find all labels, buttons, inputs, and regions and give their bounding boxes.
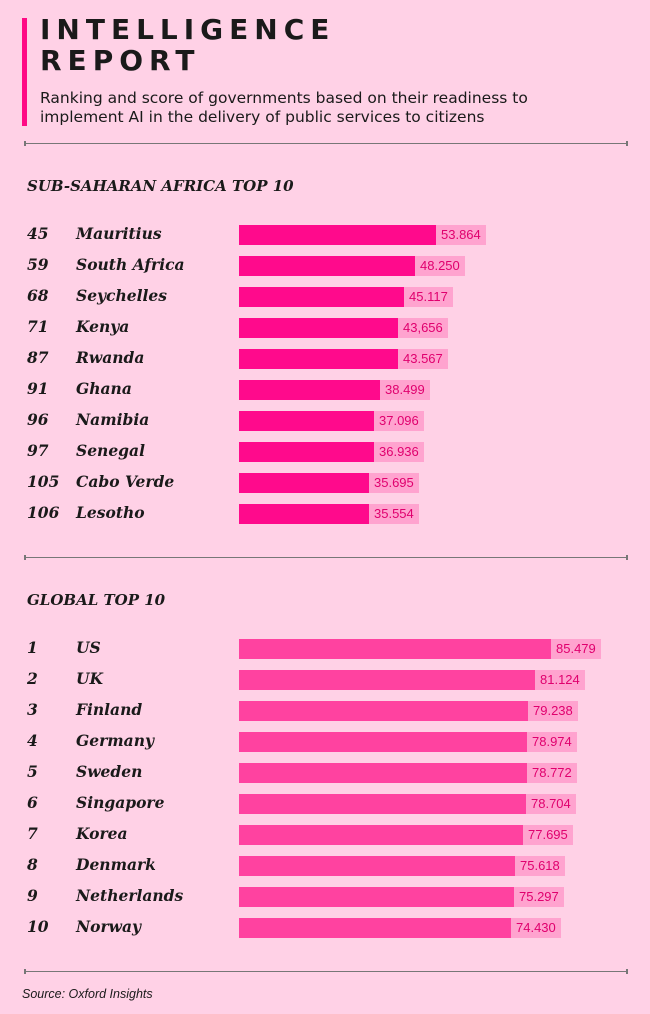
africa-value-label: 36.936 bbox=[374, 442, 424, 462]
global-rank: 9 bbox=[27, 886, 38, 905]
global-rank: 2 bbox=[27, 669, 38, 688]
global-bar bbox=[239, 732, 527, 752]
report-title: INTELLIGENCE REPORT bbox=[40, 13, 336, 77]
africa-country-label: Mauritius bbox=[76, 224, 162, 243]
global-bar bbox=[239, 639, 551, 659]
global-country-label: Singapore bbox=[76, 793, 165, 812]
africa-rank: 91 bbox=[27, 379, 49, 398]
global-bar bbox=[239, 670, 535, 690]
global-rank: 10 bbox=[27, 917, 49, 936]
africa-country-label: Namibia bbox=[76, 410, 150, 429]
global-rank: 6 bbox=[27, 793, 38, 812]
global-country-label: Netherlands bbox=[76, 886, 184, 905]
africa-country-label: Lesotho bbox=[76, 503, 145, 522]
report-subtitle: Ranking and score of governments based o… bbox=[40, 89, 528, 126]
global-bar bbox=[239, 918, 511, 938]
africa-rank: 68 bbox=[27, 286, 49, 305]
africa-bar bbox=[239, 318, 398, 338]
source-note: Source: Oxford Insights bbox=[22, 987, 153, 1001]
global-rank: 8 bbox=[27, 855, 38, 874]
global-rank: 3 bbox=[27, 700, 38, 719]
global-country-label: Sweden bbox=[76, 762, 143, 781]
global-value-label: 75.618 bbox=[515, 856, 565, 876]
africa-value-label: 35.695 bbox=[369, 473, 419, 493]
global-rank: 7 bbox=[27, 824, 38, 843]
global-country-label: Norway bbox=[76, 917, 142, 936]
africa-bar bbox=[239, 225, 436, 245]
global-value-label: 78.704 bbox=[526, 794, 576, 814]
global-rank: 4 bbox=[27, 731, 38, 750]
africa-value-label: 35.554 bbox=[369, 504, 419, 524]
africa-section-title: SUB-SAHARAN AFRICA TOP 10 bbox=[27, 177, 294, 195]
africa-bar bbox=[239, 504, 369, 524]
divider-top bbox=[24, 141, 628, 146]
africa-country-label: South Africa bbox=[76, 255, 185, 274]
africa-country-label: Ghana bbox=[76, 379, 132, 398]
africa-bar bbox=[239, 349, 398, 369]
global-country-label: Korea bbox=[76, 824, 128, 843]
global-country-label: US bbox=[76, 638, 101, 657]
africa-rank: 106 bbox=[27, 503, 60, 522]
africa-rank: 59 bbox=[27, 255, 49, 274]
africa-bar bbox=[239, 473, 369, 493]
global-value-label: 78.974 bbox=[527, 732, 577, 752]
global-value-label: 79.238 bbox=[528, 701, 578, 721]
global-country-label: Germany bbox=[76, 731, 154, 750]
global-bar bbox=[239, 701, 528, 721]
africa-rank: 105 bbox=[27, 472, 60, 491]
global-bar bbox=[239, 825, 523, 845]
global-value-label: 75.297 bbox=[514, 887, 564, 907]
global-bar bbox=[239, 856, 515, 876]
global-value-label: 77.695 bbox=[523, 825, 573, 845]
global-value-label: 78.772 bbox=[527, 763, 577, 783]
accent-bar bbox=[22, 18, 27, 126]
global-country-label: Finland bbox=[76, 700, 143, 719]
global-country-label: Denmark bbox=[76, 855, 156, 874]
africa-country-label: Rwanda bbox=[76, 348, 145, 367]
africa-value-label: 43.567 bbox=[398, 349, 448, 369]
global-rank: 5 bbox=[27, 762, 38, 781]
africa-value-label: 43,656 bbox=[398, 318, 448, 338]
africa-value-label: 37.096 bbox=[374, 411, 424, 431]
africa-country-label: Kenya bbox=[76, 317, 130, 336]
global-rank: 1 bbox=[27, 638, 38, 657]
global-bar bbox=[239, 887, 514, 907]
divider-middle bbox=[24, 555, 628, 560]
africa-value-label: 38.499 bbox=[380, 380, 430, 400]
global-section-title: GLOBAL TOP 10 bbox=[27, 591, 166, 609]
africa-value-label: 53.864 bbox=[436, 225, 486, 245]
global-value-label: 85.479 bbox=[551, 639, 601, 659]
africa-rank: 96 bbox=[27, 410, 49, 429]
africa-country-label: Senegal bbox=[76, 441, 145, 460]
africa-rank: 71 bbox=[27, 317, 49, 336]
global-country-label: UK bbox=[76, 669, 103, 688]
africa-bar bbox=[239, 442, 374, 462]
global-bar bbox=[239, 763, 527, 783]
africa-rank: 97 bbox=[27, 441, 49, 460]
africa-rank: 45 bbox=[27, 224, 49, 243]
africa-rank: 87 bbox=[27, 348, 49, 367]
africa-value-label: 45.117 bbox=[404, 287, 453, 307]
africa-country-label: Cabo Verde bbox=[76, 472, 175, 491]
global-value-label: 81.124 bbox=[535, 670, 585, 690]
africa-country-label: Seychelles bbox=[76, 286, 167, 305]
africa-bar bbox=[239, 411, 374, 431]
global-bar bbox=[239, 794, 526, 814]
divider-bottom bbox=[24, 969, 628, 974]
global-value-label: 74.430 bbox=[511, 918, 561, 938]
africa-value-label: 48.250 bbox=[415, 256, 465, 276]
africa-bar bbox=[239, 256, 415, 276]
africa-bar bbox=[239, 287, 404, 307]
africa-bar bbox=[239, 380, 380, 400]
